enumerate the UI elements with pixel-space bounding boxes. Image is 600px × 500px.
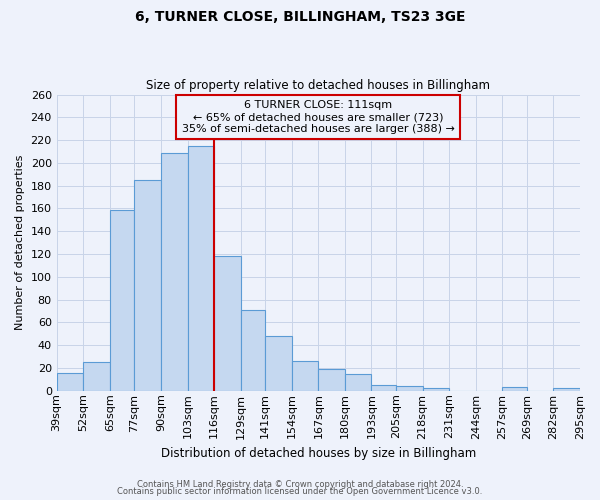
Text: 6 TURNER CLOSE: 111sqm
← 65% of detached houses are smaller (723)
35% of semi-de: 6 TURNER CLOSE: 111sqm ← 65% of detached… (182, 100, 455, 134)
Bar (187, 146, 214, 391)
Bar (371, 385, 396, 391)
Bar (292, 361, 319, 391)
Bar (553, 388, 580, 391)
Bar (396, 386, 422, 391)
Text: 6, TURNER CLOSE, BILLINGHAM, TS23 3GE: 6, TURNER CLOSE, BILLINGHAM, TS23 3GE (135, 10, 465, 24)
Bar (422, 388, 449, 391)
Bar (214, 256, 241, 391)
Bar (241, 310, 265, 391)
Bar (83, 362, 110, 391)
X-axis label: Distribution of detached houses by size in Billingham: Distribution of detached houses by size … (161, 447, 476, 460)
Bar (161, 152, 187, 391)
Y-axis label: Number of detached properties: Number of detached properties (15, 155, 25, 330)
Bar (319, 369, 345, 391)
Bar (265, 336, 292, 391)
Title: Size of property relative to detached houses in Billingham: Size of property relative to detached ho… (146, 79, 490, 92)
Bar (502, 388, 527, 391)
Bar (134, 180, 161, 391)
Text: Contains HM Land Registry data © Crown copyright and database right 2024.: Contains HM Land Registry data © Crown c… (137, 480, 463, 489)
Bar (345, 374, 371, 391)
Bar (56, 372, 83, 391)
Text: Contains public sector information licensed under the Open Government Licence v3: Contains public sector information licen… (118, 488, 482, 496)
Bar (110, 210, 134, 391)
